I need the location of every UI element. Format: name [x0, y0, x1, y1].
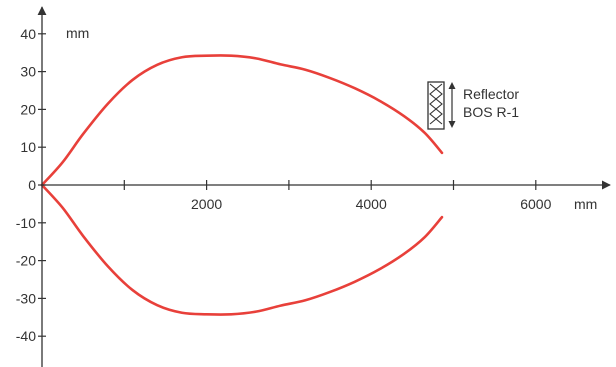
- y-tick-label: 10: [20, 139, 36, 155]
- y-tick-label: -40: [16, 328, 36, 344]
- x-tick-label: 4000: [356, 196, 387, 212]
- y-axis-unit: mm: [66, 25, 89, 41]
- y-tick-label: 40: [20, 26, 36, 42]
- axes: [37, 6, 611, 367]
- y-tick-label: 0: [28, 177, 36, 193]
- y-tick-label: -20: [16, 253, 36, 269]
- x-tick-label: 2000: [191, 196, 222, 212]
- x-tick-label: 6000: [520, 196, 551, 212]
- y-tick-label: 20: [20, 101, 36, 117]
- series-line-lower: [40, 183, 444, 316]
- reflector-label-line-1: Reflector: [463, 86, 519, 102]
- reflector-label-line-2: BOS R-1: [463, 104, 519, 120]
- y-tick-label: -10: [16, 215, 36, 231]
- ticks: 40 30 20 10 0 -10 -20 -30 -40 2000 4000 6000: [16, 26, 552, 344]
- double-arrow-icon: [448, 82, 456, 128]
- curves: [40, 54, 444, 316]
- x-axis-unit: mm: [574, 196, 597, 212]
- reflector-annotation: Reflector BOS R-1: [427, 81, 519, 130]
- y-tick-label: 30: [20, 64, 36, 80]
- reflector-icon: [427, 81, 445, 130]
- y-tick-label: -30: [16, 290, 36, 306]
- series-line-upper: [40, 54, 444, 187]
